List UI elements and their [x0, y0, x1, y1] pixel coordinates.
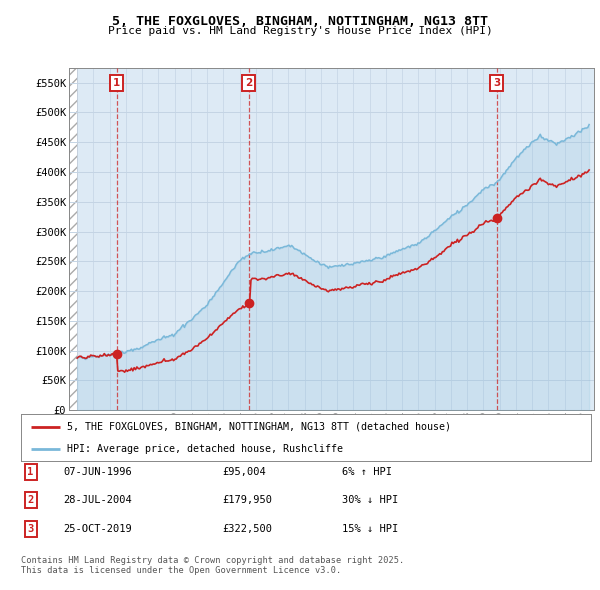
- Bar: [69, 68, 77, 410]
- Text: 1: 1: [113, 78, 121, 88]
- Text: £95,004: £95,004: [222, 467, 266, 477]
- Text: 07-JUN-1996: 07-JUN-1996: [63, 467, 132, 477]
- Text: 15% ↓ HPI: 15% ↓ HPI: [342, 524, 398, 533]
- Text: HPI: Average price, detached house, Rushcliffe: HPI: Average price, detached house, Rush…: [67, 444, 343, 454]
- Text: 3: 3: [28, 524, 34, 533]
- Text: 25-OCT-2019: 25-OCT-2019: [63, 524, 132, 533]
- Text: Contains HM Land Registry data © Crown copyright and database right 2025.
This d: Contains HM Land Registry data © Crown c…: [21, 556, 404, 575]
- Text: 5, THE FOXGLOVES, BINGHAM, NOTTINGHAM, NG13 8TT: 5, THE FOXGLOVES, BINGHAM, NOTTINGHAM, N…: [112, 15, 488, 28]
- Text: 2: 2: [28, 496, 34, 505]
- Text: 3: 3: [493, 78, 500, 88]
- Text: 1: 1: [28, 467, 34, 477]
- Text: 6% ↑ HPI: 6% ↑ HPI: [342, 467, 392, 477]
- Text: 28-JUL-2004: 28-JUL-2004: [63, 496, 132, 505]
- Text: £322,500: £322,500: [222, 524, 272, 533]
- Text: 2: 2: [245, 78, 253, 88]
- Text: £179,950: £179,950: [222, 496, 272, 505]
- Text: 5, THE FOXGLOVES, BINGHAM, NOTTINGHAM, NG13 8TT (detached house): 5, THE FOXGLOVES, BINGHAM, NOTTINGHAM, N…: [67, 422, 451, 432]
- Text: 30% ↓ HPI: 30% ↓ HPI: [342, 496, 398, 505]
- Text: Price paid vs. HM Land Registry's House Price Index (HPI): Price paid vs. HM Land Registry's House …: [107, 26, 493, 36]
